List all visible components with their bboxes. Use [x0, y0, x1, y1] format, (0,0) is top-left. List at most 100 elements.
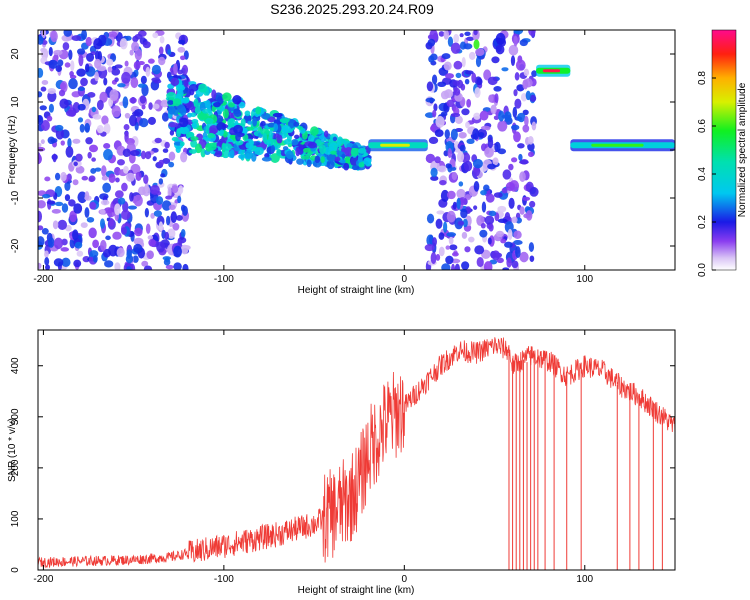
- spectrogram-cell: [508, 44, 519, 56]
- spectrogram-cell: [100, 199, 110, 206]
- spectrogram-cell: [144, 207, 149, 218]
- y-tick-label: 200: [10, 459, 21, 476]
- spectrogram-cell: [117, 197, 126, 205]
- spectrogram-cell: [519, 251, 529, 263]
- spectrogram-cell: [294, 134, 300, 140]
- spectrogram-cell: [85, 137, 93, 145]
- spectrogram-cell: [133, 60, 141, 70]
- spectrogram-cell: [116, 159, 125, 166]
- colorbar-tick-label: 0.2: [697, 215, 708, 229]
- spectrogram-cell: [162, 148, 169, 153]
- spectrogram-cell: [451, 171, 458, 181]
- spectrogram-cell: [523, 68, 530, 77]
- spectrogram-cell: [295, 146, 301, 157]
- spectrogram-cell: [93, 38, 103, 50]
- spectrogram-cell: [519, 206, 525, 215]
- spectrogram-cell: [87, 91, 96, 98]
- spectrogram-cell: [260, 120, 266, 127]
- spectrogram-cell: [519, 159, 529, 165]
- spectrogram-cell: [472, 128, 480, 140]
- spectrogram-cell: [320, 156, 325, 164]
- spectrogram-cell: [67, 137, 72, 148]
- spectrogram-cell: [205, 117, 214, 125]
- spectrogram-cell: [319, 144, 327, 155]
- spectrogram-cell: [326, 153, 337, 162]
- spectrogram-cell: [105, 235, 111, 241]
- spectrogram-cell: [211, 89, 217, 100]
- spectrogram-cell: [169, 130, 175, 136]
- x-tick-label: 0: [402, 274, 408, 285]
- spectrogram-cell: [153, 210, 163, 217]
- spectrogram-cell: [276, 134, 283, 144]
- spectrogram-cell: [244, 149, 253, 159]
- spectrogram-cell: [69, 71, 74, 77]
- snr-x-label: Height of straight line (km): [298, 585, 415, 596]
- spectrogram-cell: [107, 31, 118, 38]
- spectrogram-cell: [522, 109, 529, 116]
- spectrogram-cell: [527, 135, 534, 145]
- spectrogram-cell: [39, 105, 47, 111]
- spectrogram-cell: [121, 182, 128, 192]
- spectrogram-cell: [53, 49, 63, 56]
- spectrogram-cell: [74, 241, 83, 249]
- spectrogram-cell: [69, 210, 77, 223]
- spectrogram-cell: [168, 122, 179, 128]
- spectrogram-cell: [158, 46, 164, 55]
- spectrogram-cell: [298, 126, 304, 131]
- spectrogram-cell: [183, 79, 189, 88]
- spectrogram-cell: [473, 39, 480, 50]
- spectrogram-cell: [301, 155, 310, 160]
- spectrogram-cell: [165, 264, 174, 270]
- spectrogram-cell: [92, 113, 102, 120]
- spectrogram-cell: [448, 236, 454, 245]
- spectrogram-cell: [307, 134, 315, 143]
- spectrogram-cell: [89, 201, 97, 210]
- spectrogram-cell: [57, 219, 68, 230]
- spectrogram-cell: [511, 124, 520, 131]
- x-tick-label: -200: [33, 274, 53, 285]
- spectrogram-cell: [443, 150, 449, 157]
- spectrogram-cell: [94, 71, 99, 82]
- spectrogram-cell: [45, 264, 51, 270]
- spectrogram-cell: [524, 115, 529, 127]
- spectrogram-cell: [515, 59, 526, 71]
- spectrogram-cell: [116, 247, 125, 258]
- spectrogram-cell: [38, 210, 43, 223]
- spectrogram-cell: [425, 97, 436, 103]
- spectrogram-cell: [73, 161, 78, 167]
- spectrogram-cell: [53, 237, 64, 250]
- spectrogram-cell: [267, 122, 276, 128]
- spectrogram-cell: [134, 33, 143, 40]
- spectrogram-cell: [146, 250, 154, 260]
- spectrogram-cell: [81, 30, 88, 40]
- spectrogram-cell: [158, 221, 164, 232]
- spectrogram-cell: [512, 106, 518, 118]
- spectrogram-cell: [502, 169, 512, 180]
- spectrogram-cell: [141, 260, 149, 267]
- spectrogram-image: [38, 30, 675, 270]
- spectrogram-cell: [430, 175, 439, 181]
- spectrogram-cell: [261, 156, 272, 162]
- spectrogram-cell: [145, 66, 151, 77]
- spectrogram-cell: [483, 69, 492, 81]
- spectrogram-cell: [38, 262, 42, 269]
- spectrogram-cell: [158, 159, 164, 166]
- spectrogram-cell: [132, 255, 139, 263]
- spectrogram-cell: [451, 263, 456, 270]
- spectrogram-cell: [106, 58, 114, 66]
- spectrogram-cell: [52, 220, 59, 230]
- spectrogram-cell: [152, 156, 157, 162]
- spectrogram-cell: [127, 205, 138, 210]
- spectrogram-cell: [473, 205, 478, 210]
- spectrogram-cell: [148, 102, 153, 110]
- spectrogram-cell: [434, 156, 441, 164]
- spectrogram-cell: [88, 227, 97, 239]
- spectrogram-cell: [461, 57, 466, 68]
- spectrogram-cell: [171, 185, 179, 194]
- spectrogram-cell: [426, 234, 434, 247]
- y-tick-label: 20: [10, 48, 21, 60]
- spectrogram-cell: [473, 30, 478, 36]
- spectrogram-cell: [270, 145, 276, 153]
- spectrogram-cell: [476, 256, 484, 268]
- snr-series: [38, 337, 675, 570]
